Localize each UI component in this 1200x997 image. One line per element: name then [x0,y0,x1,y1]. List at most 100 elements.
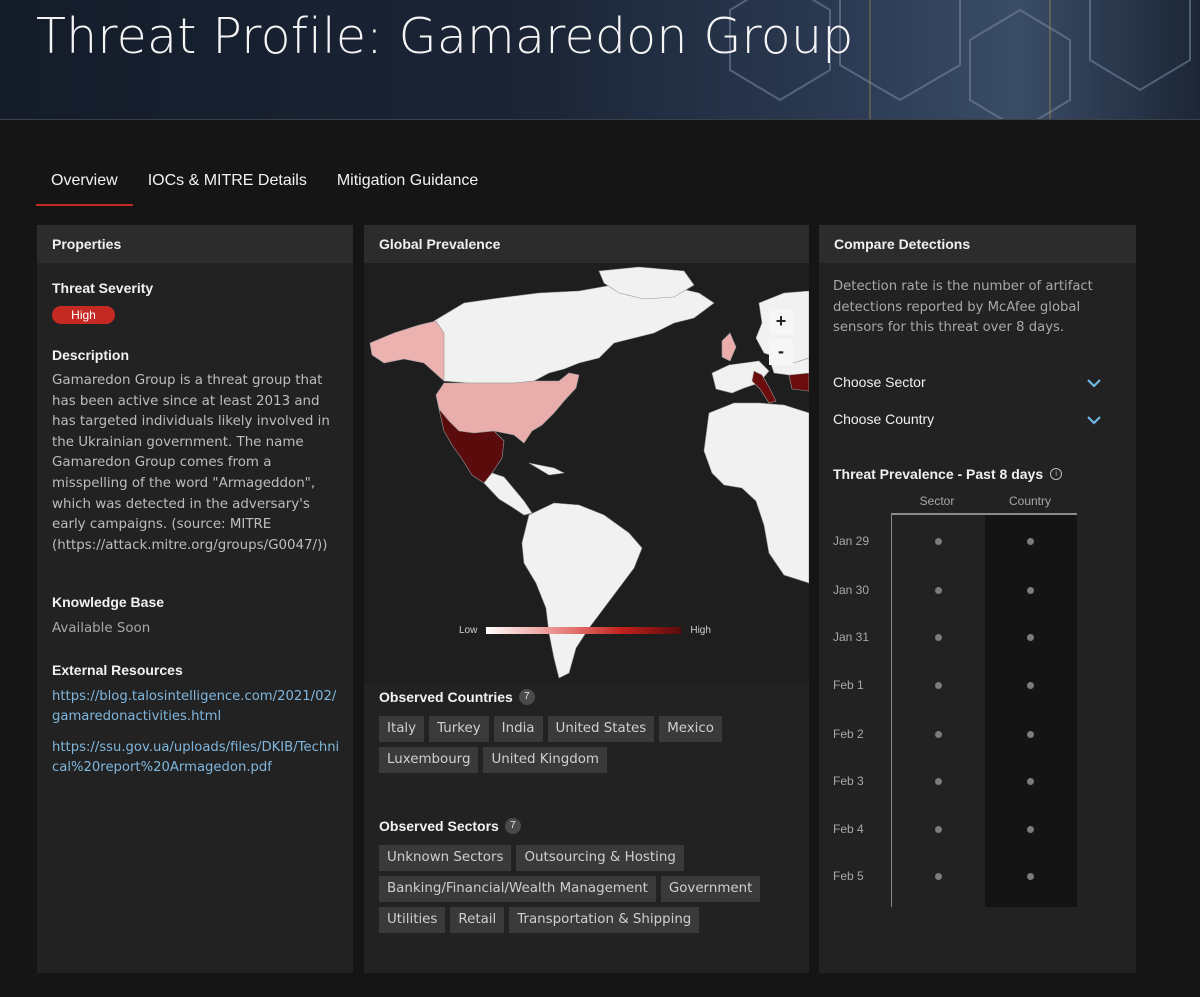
threat-prevalence-title: Threat Prevalence - Past 8 days i [833,466,1063,482]
map-south-america [521,502,643,679]
country-dot[interactable] [1027,731,1034,738]
chevron-down-icon [1087,416,1101,425]
legend-low-label: Low [459,625,478,636]
observed-sectors-title: Observed Sectors 7 [379,818,521,834]
map-legend: Low High [459,625,711,636]
compare-detections-panel: Compare Detections Detection rate is the… [819,225,1136,973]
observed-countries-list: Italy Turkey India United States Mexico Luxem… [379,716,799,778]
sector-dot[interactable] [935,682,942,689]
map-country-italy [751,370,777,404]
prevalence-grid [891,513,1077,907]
sector-dot[interactable] [935,634,942,641]
resource-link-ssu[interactable]: https://ssu.gov.ua/uploads/files/DKIB/Te… [52,740,340,775]
zoom-in-button[interactable]: + [769,309,793,335]
legend-high-label: High [690,625,711,636]
page-header: Threat Profile: Gamaredon Group [0,0,1200,120]
choose-sector-label: Choose Sector [833,374,926,390]
global-prevalence-heading: Global Prevalence [364,225,809,263]
day-label: Feb 3 [833,774,864,788]
observed-sectors-count: 7 [504,818,521,834]
legend-gradient-bar [486,627,682,634]
knowledge-base-label: Knowledge Base [52,594,165,610]
day-label: Jan 31 [833,630,870,644]
map-country-turkey [788,372,809,392]
country-dot[interactable] [1027,538,1034,545]
sector-dot[interactable] [935,826,942,833]
country-dot[interactable] [1027,778,1034,785]
day-label: Feb 2 [833,727,864,741]
country-dot[interactable] [1027,634,1034,641]
observed-sectors-label: Observed Sectors [379,818,499,834]
compare-detections-heading: Compare Detections [819,225,1136,263]
day-label: Feb 4 [833,822,864,836]
country-chip: Italy [379,716,425,742]
country-dot[interactable] [1027,873,1034,880]
properties-panel: Properties Threat Severity High Descript… [37,225,353,973]
observed-countries-title: Observed Countries 7 [379,689,535,705]
country-chip: Mexico [659,716,722,742]
map-country-united-kingdom [721,332,737,362]
country-chip: United Kingdom [483,747,607,773]
sector-dot[interactable] [935,731,942,738]
country-dot[interactable] [1027,826,1034,833]
observed-countries-count: 7 [518,689,535,705]
threat-severity-label: Threat Severity [52,280,154,296]
world-map-svg [369,266,809,679]
description-text: Gamaredon Group is a threat group that h… [52,373,330,553]
tab-bar: Overview IOCs & MITRE Details Mitigation… [36,160,493,206]
column-header-country: Country [1008,494,1052,508]
properties-heading: Properties [37,225,353,263]
tab-iocs-mitre-details[interactable]: IOCs & MITRE Details [147,172,307,189]
description-label: Description [52,347,130,363]
sector-chip: Outsourcing & Hosting [516,845,684,871]
sector-chip: Banking/Financial/Wealth Management [379,876,656,902]
column-header-sector: Sector [919,494,955,508]
sector-dot[interactable] [935,778,942,785]
sector-chip: Government [660,876,761,902]
sector-chip: Utilities [379,907,446,933]
choose-country-label: Choose Country [833,411,935,427]
day-label: Jan 29 [833,534,870,548]
country-chip: Luxembourg [379,747,479,773]
tab-overview[interactable]: Overview [36,160,133,206]
country-chip: India [493,716,543,742]
severity-badge: High [52,306,115,324]
zoom-out-button[interactable]: - [769,339,793,365]
external-resources-label: External Resources [52,662,183,678]
country-dot[interactable] [1027,587,1034,594]
tab-mitigation-guidance[interactable]: Mitigation Guidance [336,172,479,189]
country-column-background [985,515,1077,907]
map-europe-west [711,360,770,394]
country-chip: Turkey [429,716,489,742]
sector-dot[interactable] [935,538,942,545]
page-title: Threat Profile: Gamaredon Group [36,8,854,65]
hex-pattern-background [729,0,1191,119]
map-caribbean [528,462,566,476]
day-label: Feb 1 [833,678,864,692]
map-country-greenland [598,266,695,300]
country-dot[interactable] [1027,682,1034,689]
day-label: Feb 5 [833,869,864,883]
choose-sector-dropdown[interactable]: Choose Sector [833,374,1103,396]
world-map[interactable]: + - [364,263,809,683]
sector-chip: Retail [450,907,505,933]
sector-chip: Transportation & Shipping [509,907,700,933]
sector-dot[interactable] [935,873,942,880]
map-africa [703,402,809,584]
observed-countries-label: Observed Countries [379,689,513,705]
observed-sectors-list: Unknown Sectors Outsourcing & Hosting Bank… [379,845,779,938]
choose-country-dropdown[interactable]: Choose Country [833,411,1103,433]
map-country-mexico [438,408,505,484]
knowledge-base-value: Available Soon [52,621,151,636]
resource-link-talos[interactable]: https://blog.talosintelligence.com/2021/… [52,689,337,724]
sector-dot[interactable] [935,587,942,594]
detection-rate-description: Detection rate is the number of artifact… [833,279,1093,335]
map-central-america [483,472,533,516]
map-country-canada [433,282,715,384]
threat-prevalence-label: Threat Prevalence - Past 8 days [833,466,1044,482]
day-label: Jan 30 [833,583,870,597]
sector-chip: Unknown Sectors [379,845,512,871]
info-icon[interactable]: i [1050,468,1063,480]
global-prevalence-panel: Global Prevalence [364,225,809,973]
chevron-down-icon [1087,379,1101,388]
